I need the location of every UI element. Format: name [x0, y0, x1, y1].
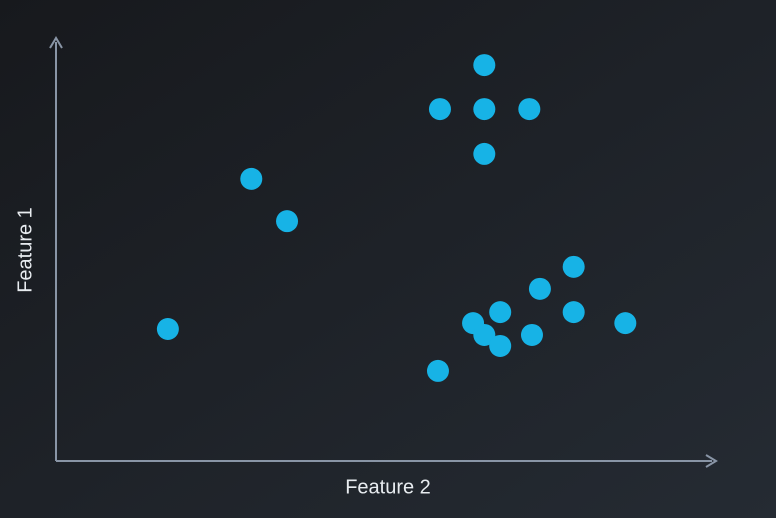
y-axis-arrow: [49, 36, 63, 49]
point: [240, 167, 263, 190]
point: [473, 98, 496, 121]
point: [276, 210, 299, 233]
y-axis-label: Feature 1: [14, 207, 36, 293]
point: [489, 334, 512, 357]
x-axis-arrow: [705, 454, 718, 468]
point: [489, 301, 512, 324]
point: [562, 255, 585, 278]
point: [426, 359, 449, 382]
point: [614, 312, 637, 335]
point: [156, 318, 179, 341]
point: [520, 323, 543, 346]
point: [528, 277, 551, 300]
point: [473, 142, 496, 165]
point: [428, 98, 451, 121]
point: [473, 54, 496, 77]
x-axis-label: Feature 2: [345, 476, 431, 498]
point: [562, 301, 585, 324]
point: [473, 323, 496, 346]
point: [518, 98, 541, 121]
